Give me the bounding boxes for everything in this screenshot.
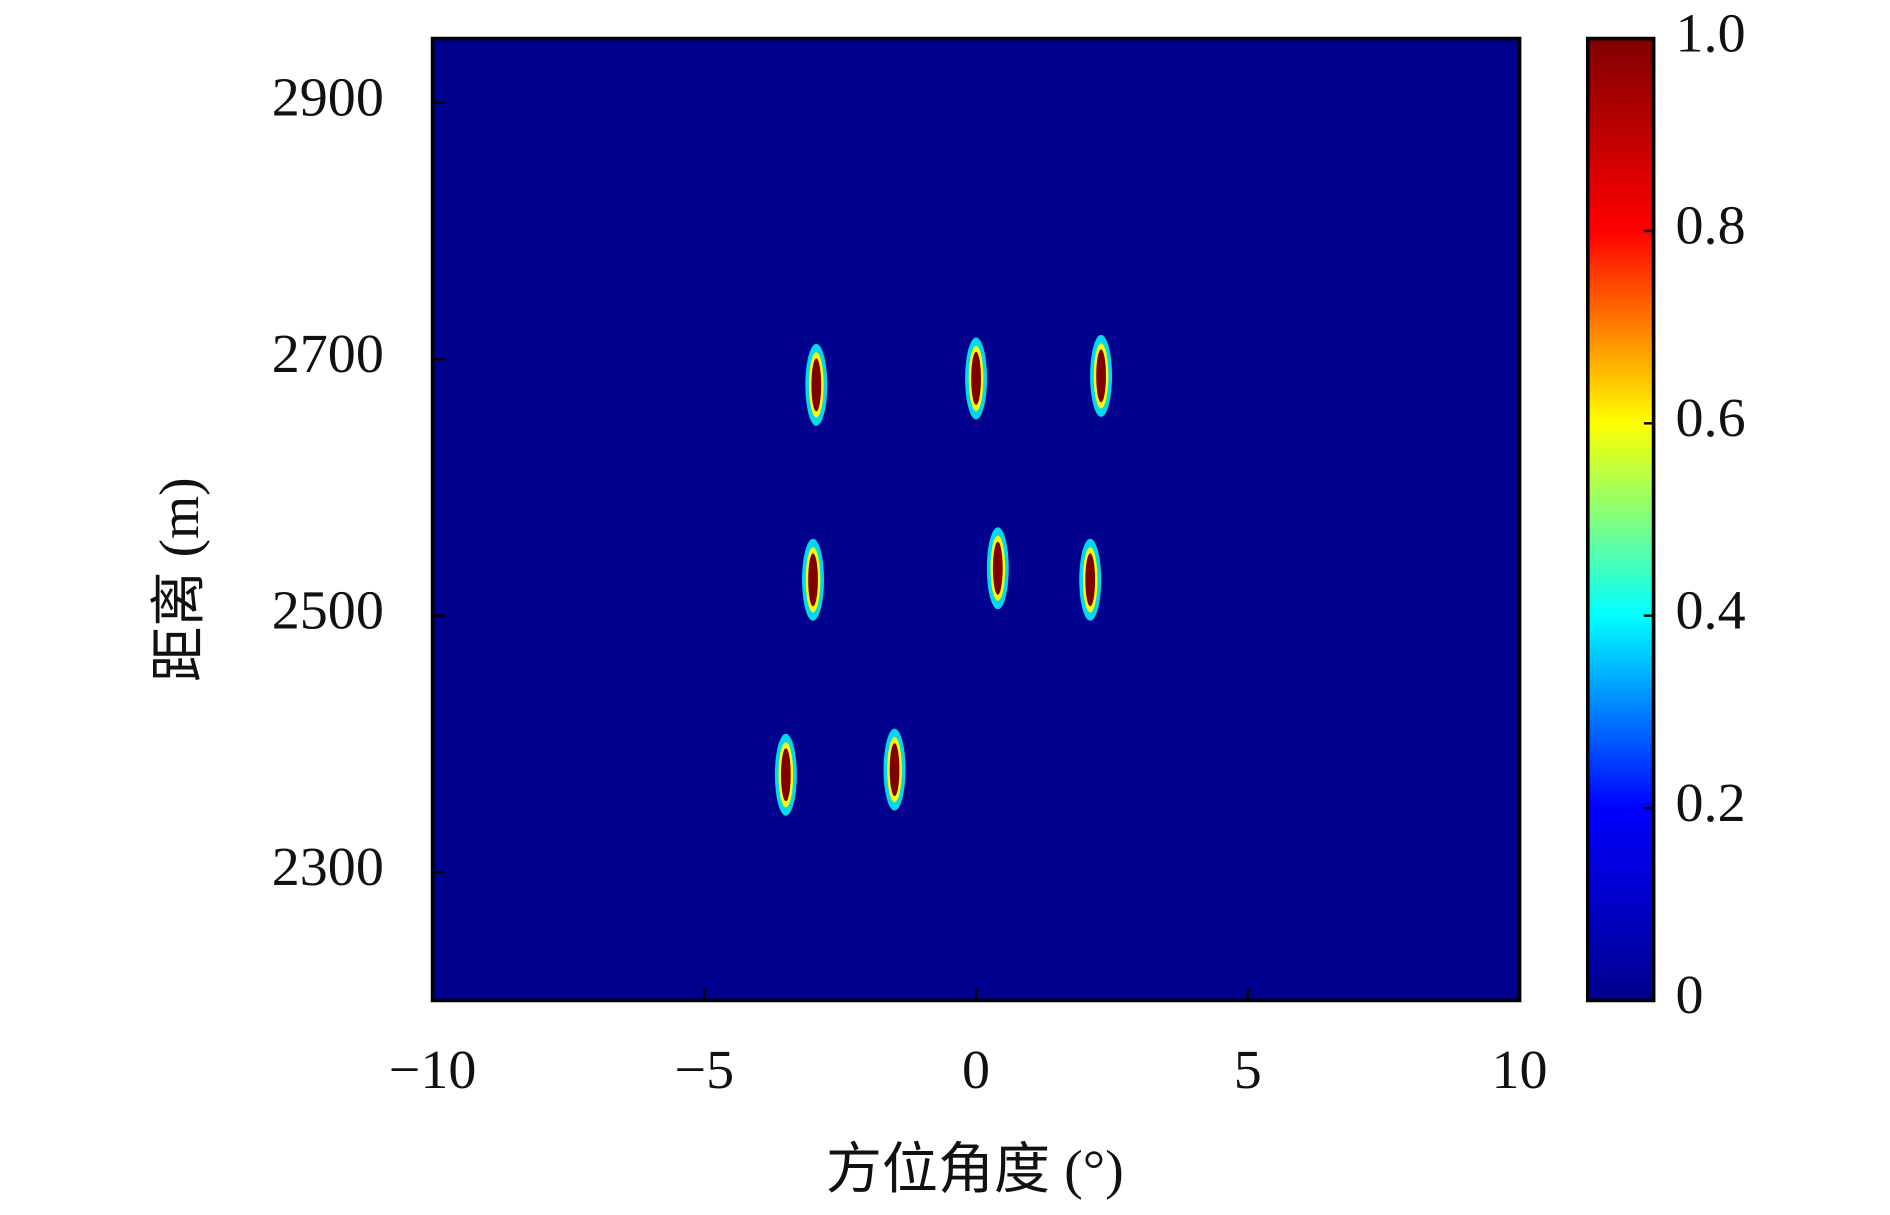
colorbar-tick-label: 0.8 (1676, 195, 1746, 257)
y-tick-label: 2900 (272, 67, 384, 129)
plot-background (432, 38, 1520, 1001)
colorbar-tick-label: 0.6 (1676, 387, 1746, 449)
target-core (811, 358, 822, 412)
y-tick-label: 2300 (272, 836, 384, 898)
x-tick-label: −10 (389, 1039, 477, 1101)
target-core (992, 541, 1003, 595)
x-tick-label: −5 (675, 1039, 735, 1101)
target-core (1085, 553, 1096, 607)
x-axis-label: 方位角度 (°) (826, 1139, 1124, 1201)
target-core (971, 351, 981, 405)
target-core (889, 743, 900, 797)
colorbar-tick-label: 1.0 (1676, 3, 1746, 65)
target-core (780, 748, 791, 802)
x-tick-label: 10 (1492, 1039, 1548, 1101)
y-tick-label: 2700 (272, 323, 384, 385)
colorbar-tick-label: 0.2 (1676, 772, 1746, 834)
y-tick-label: 2500 (272, 580, 384, 642)
colorbar (1585, 36, 1656, 1003)
x-tick-label: 0 (962, 1039, 990, 1101)
plot-area (432, 38, 1520, 1001)
colorbar-tick-label: 0.4 (1676, 580, 1746, 642)
target-core (1096, 349, 1106, 403)
x-tick-label: 5 (1234, 1039, 1262, 1101)
target-core (808, 553, 818, 607)
y-axis-label: 距离 (m) (149, 477, 211, 682)
colorbar-tick-label: 0 (1676, 964, 1704, 1026)
